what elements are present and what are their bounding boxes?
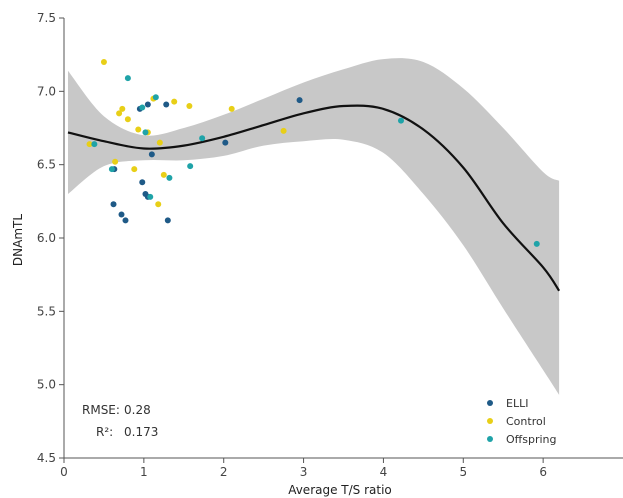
data-point-control: [100, 59, 107, 65]
legend-marker-elli: [487, 400, 493, 406]
data-point-elli: [164, 217, 171, 224]
y-tick-label: 6.0: [37, 231, 56, 245]
data-point-control: [124, 116, 131, 123]
data-point-elli: [148, 151, 155, 158]
rmse-value: 0.28: [124, 403, 151, 417]
data-point-control: [116, 110, 123, 117]
data-point-control: [186, 103, 193, 109]
y-ticks: 4.5 5.0 5.5 6.0 6.5 7.0 7.5: [37, 11, 64, 465]
legend-label-control: Control: [506, 415, 546, 428]
data-point-elli: [110, 201, 117, 208]
r2-label: R²:: [96, 425, 113, 439]
y-tick-label: 7.0: [37, 84, 56, 98]
data-point-control: [280, 127, 287, 134]
data-point-control: [112, 158, 119, 165]
x-tick-label: 6: [539, 465, 547, 479]
data-point-control: [135, 126, 142, 133]
x-tick-label: 3: [300, 465, 308, 479]
y-axis-label: DNAmTL: [11, 214, 25, 266]
x-tick-label: 0: [60, 465, 68, 479]
data-point-control: [131, 166, 138, 173]
y-tick-label: 4.5: [37, 451, 56, 465]
data-point-elli: [139, 179, 146, 186]
data-point-offspring: [124, 75, 131, 82]
y-tick-label: 5.0: [37, 378, 56, 392]
data-point-offspring: [199, 135, 206, 142]
x-tick-label: 2: [220, 465, 228, 479]
data-point-elli: [163, 101, 170, 108]
data-point-control: [119, 105, 126, 112]
x-tick-label: 5: [459, 465, 467, 479]
data-point-offspring: [533, 240, 540, 247]
scatter-points: [86, 59, 540, 247]
x-tick-label: 4: [380, 465, 388, 479]
data-point-control: [228, 105, 235, 112]
rmse-label: RMSE:: [82, 403, 120, 417]
legend-label-offspring: Offspring: [506, 433, 556, 446]
data-point-offspring: [166, 174, 173, 181]
data-point-elli: [144, 101, 151, 108]
data-point-elli: [296, 97, 303, 104]
legend-marker-control: [487, 418, 493, 424]
y-tick-label: 5.5: [37, 304, 56, 318]
r2-value: 0.173: [124, 425, 158, 439]
legend: ELLI Control Offspring: [487, 397, 556, 446]
data-point-offspring: [147, 193, 154, 200]
x-tick-label: 1: [140, 465, 148, 479]
data-point-elli: [222, 139, 229, 146]
data-point-offspring: [187, 163, 194, 170]
data-point-offspring: [397, 117, 404, 124]
data-point-offspring: [91, 141, 98, 148]
legend-marker-offspring: [487, 436, 493, 442]
data-point-control: [160, 171, 167, 178]
data-point-control: [86, 141, 93, 148]
data-point-control: [156, 139, 163, 146]
data-point-control: [171, 98, 178, 105]
stats-annotation: RMSE: 0.28 R²: 0.173: [82, 403, 158, 439]
fit-line: [67, 104, 561, 292]
data-point-offspring: [108, 166, 115, 173]
confidence-band: [67, 58, 560, 395]
y-tick-label: 7.5: [37, 11, 56, 25]
data-point-offspring: [142, 129, 149, 136]
data-point-control: [155, 201, 162, 208]
data-point-elli: [118, 211, 125, 218]
y-tick-label: 6.5: [37, 158, 56, 172]
x-ticks: 0 1 2 3 4 5 6: [60, 458, 547, 479]
x-axis-label: Average T/S ratio: [288, 483, 392, 497]
data-point-offspring: [152, 94, 159, 101]
data-point-elli: [122, 217, 129, 224]
legend-label-elli: ELLI: [506, 397, 528, 410]
data-point-offspring: [139, 104, 146, 111]
